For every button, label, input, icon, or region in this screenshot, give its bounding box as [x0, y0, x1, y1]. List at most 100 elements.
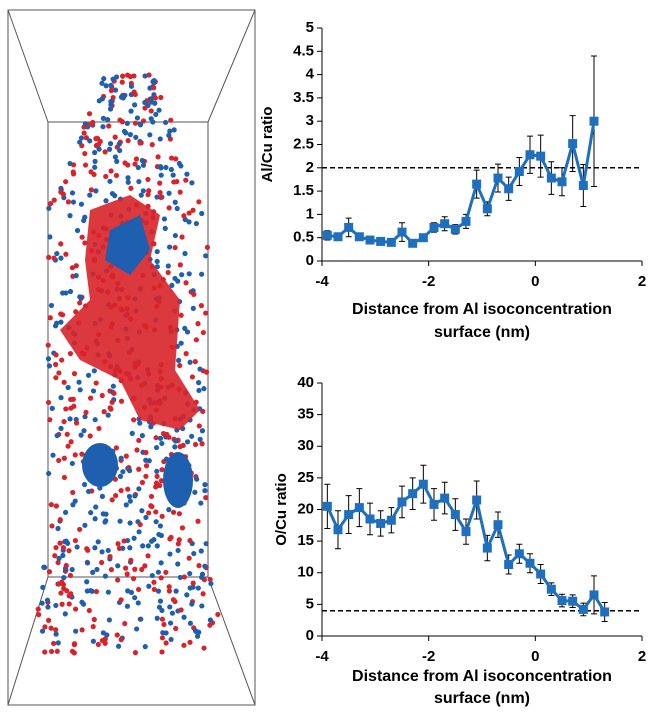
- atom: [199, 603, 205, 609]
- atom: [99, 96, 106, 102]
- marker: [397, 227, 407, 237]
- atom: [118, 455, 124, 461]
- atom: [67, 288, 74, 295]
- atom: [88, 187, 94, 193]
- atom: [96, 146, 102, 152]
- atom: [162, 225, 168, 231]
- atom: [128, 185, 134, 191]
- atom: [76, 379, 82, 385]
- cu-region: [82, 443, 118, 487]
- marker: [546, 584, 556, 594]
- atom: [73, 628, 79, 634]
- x-axis-label: Distance from Al isoconcentration: [352, 301, 612, 318]
- atom: [70, 396, 76, 402]
- atom: [187, 570, 193, 577]
- atom: [127, 498, 133, 504]
- atom: [127, 467, 133, 474]
- atom: [66, 548, 72, 554]
- atom: [83, 409, 89, 415]
- atom: [158, 532, 164, 539]
- atom: [112, 154, 119, 160]
- atom: [90, 388, 97, 394]
- atom: [99, 559, 105, 566]
- atom: [54, 320, 60, 326]
- atom: [159, 635, 166, 641]
- marker: [525, 150, 535, 160]
- atom: [113, 74, 120, 80]
- atom: [68, 439, 74, 445]
- atom: [48, 625, 54, 631]
- atom: [36, 612, 42, 618]
- atom: [154, 543, 160, 549]
- marker: [461, 527, 471, 537]
- atom: [194, 633, 201, 639]
- marker: [354, 503, 364, 513]
- atom: [131, 417, 137, 423]
- atom: [159, 616, 166, 622]
- atom: [93, 504, 99, 510]
- atom: [142, 644, 148, 650]
- y-tick-label: 1: [306, 205, 314, 222]
- atom: [187, 620, 193, 626]
- atom: [125, 138, 131, 144]
- marker: [376, 236, 386, 246]
- atom: [191, 291, 197, 297]
- atom: [145, 553, 151, 559]
- atom: [151, 586, 157, 593]
- atom: [201, 386, 207, 392]
- atom: [95, 539, 101, 545]
- atom: [181, 642, 187, 648]
- marker: [333, 525, 343, 535]
- marker: [365, 514, 375, 524]
- atom: [148, 538, 155, 544]
- atom: [101, 409, 107, 415]
- atom: [39, 628, 46, 634]
- atom: [139, 479, 146, 486]
- atom: [136, 437, 142, 444]
- atom: [146, 510, 152, 516]
- atom: [168, 155, 175, 161]
- atom: [127, 520, 133, 526]
- atom: [186, 555, 192, 561]
- atom: [128, 557, 134, 563]
- atom: [145, 543, 151, 549]
- atom: [60, 545, 67, 551]
- atom: [154, 194, 160, 200]
- marker: [482, 204, 492, 214]
- atom: [146, 72, 152, 78]
- x-tick-label: 0: [531, 273, 539, 290]
- atom: [196, 563, 202, 569]
- marker: [557, 596, 567, 606]
- atom: [91, 616, 97, 623]
- atom: [50, 452, 56, 458]
- atom: [199, 210, 205, 217]
- atom: [132, 566, 138, 572]
- atom: [104, 117, 111, 123]
- atom: [135, 600, 141, 606]
- y-tick-label: 25: [297, 469, 314, 486]
- atom: [169, 610, 176, 616]
- atom: [72, 537, 78, 544]
- atom: [53, 375, 59, 381]
- y-tick-label: 4: [306, 66, 315, 83]
- atom: [183, 280, 189, 286]
- atom: [172, 275, 178, 282]
- x-axis-label: surface (nm): [434, 690, 530, 707]
- y-tick-label: 15: [297, 532, 314, 549]
- atom: [54, 250, 60, 257]
- y-tick-label: 30: [297, 437, 314, 454]
- atom: [89, 121, 95, 127]
- atom: [107, 405, 113, 411]
- x-axis-label: Distance from Al isoconcentration: [352, 668, 612, 685]
- atom: [133, 134, 139, 140]
- atom: [108, 87, 115, 94]
- atom: [184, 439, 191, 445]
- atom: [78, 432, 84, 438]
- marker: [482, 543, 492, 553]
- marker: [504, 560, 514, 570]
- atom: [159, 467, 165, 473]
- atom: [46, 470, 52, 477]
- atom: [68, 405, 74, 411]
- atom: [79, 451, 85, 457]
